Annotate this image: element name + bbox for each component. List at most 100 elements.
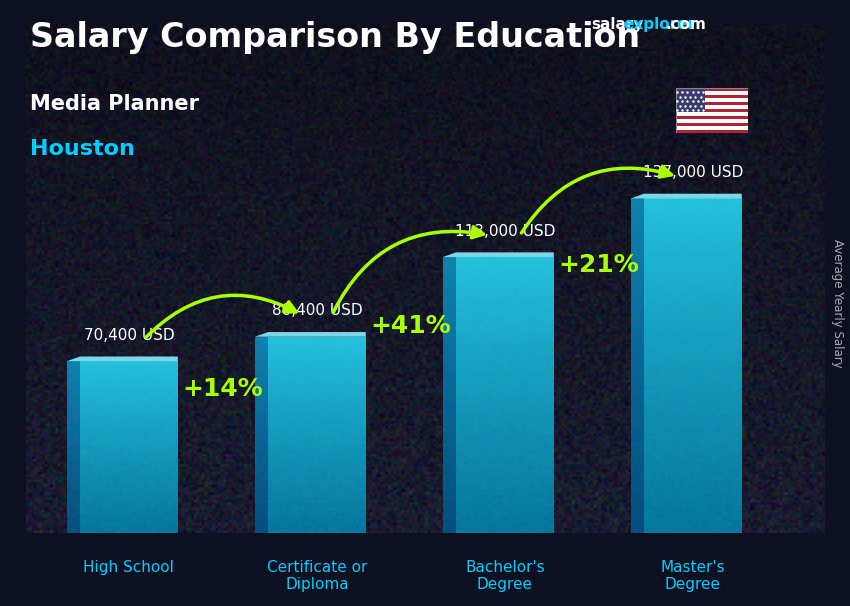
- Bar: [443, 505, 456, 511]
- Bar: [268, 427, 366, 431]
- Bar: [268, 447, 366, 451]
- Bar: [644, 393, 742, 399]
- Bar: [268, 396, 366, 399]
- Bar: [67, 420, 80, 423]
- Bar: [268, 494, 366, 498]
- Bar: [644, 466, 742, 473]
- Bar: [631, 507, 644, 513]
- Bar: [80, 478, 178, 482]
- Bar: [676, 92, 748, 95]
- Bar: [268, 454, 366, 459]
- Bar: [631, 359, 644, 366]
- Bar: [268, 514, 366, 518]
- Bar: [631, 446, 644, 453]
- Bar: [268, 407, 366, 411]
- Bar: [80, 420, 178, 423]
- Text: 113,000 USD: 113,000 USD: [455, 224, 555, 239]
- Bar: [67, 410, 80, 413]
- Bar: [456, 439, 554, 445]
- Bar: [268, 431, 366, 435]
- Bar: [644, 439, 742, 446]
- Bar: [255, 451, 268, 454]
- Bar: [67, 382, 80, 385]
- Bar: [456, 296, 554, 301]
- Bar: [255, 361, 268, 364]
- Bar: [80, 527, 178, 530]
- Bar: [443, 324, 456, 329]
- Bar: [456, 484, 554, 489]
- Bar: [67, 527, 80, 530]
- Bar: [443, 522, 456, 528]
- Text: salary: salary: [591, 17, 643, 32]
- Bar: [255, 376, 268, 380]
- Bar: [67, 468, 80, 471]
- Bar: [456, 428, 554, 434]
- Bar: [644, 198, 742, 205]
- Bar: [631, 353, 644, 359]
- Bar: [268, 439, 366, 443]
- Bar: [255, 514, 268, 518]
- Bar: [67, 402, 80, 406]
- Bar: [268, 470, 366, 474]
- Bar: [67, 478, 80, 482]
- Bar: [80, 468, 178, 471]
- Bar: [631, 433, 644, 439]
- Bar: [80, 499, 178, 502]
- Bar: [255, 498, 268, 502]
- Text: 137,000 USD: 137,000 USD: [643, 165, 743, 180]
- Bar: [255, 478, 268, 482]
- Bar: [644, 346, 742, 353]
- Bar: [268, 368, 366, 372]
- Bar: [80, 402, 178, 406]
- Bar: [268, 459, 366, 462]
- Bar: [644, 339, 742, 346]
- Bar: [67, 492, 80, 496]
- Bar: [268, 506, 366, 510]
- Bar: [631, 386, 644, 393]
- Bar: [67, 361, 80, 365]
- Bar: [644, 453, 742, 459]
- Bar: [67, 502, 80, 506]
- Bar: [676, 130, 748, 133]
- Text: explorer: explorer: [623, 17, 695, 32]
- Bar: [67, 437, 80, 441]
- Bar: [268, 353, 366, 356]
- Bar: [456, 434, 554, 439]
- Bar: [67, 378, 80, 382]
- Bar: [644, 379, 742, 386]
- Bar: [631, 419, 644, 426]
- Polygon shape: [631, 194, 742, 198]
- Bar: [631, 305, 644, 312]
- Bar: [268, 415, 366, 419]
- Bar: [676, 95, 748, 98]
- Bar: [631, 346, 644, 353]
- Bar: [255, 384, 268, 388]
- Text: 80,400 USD: 80,400 USD: [272, 304, 362, 318]
- Bar: [456, 351, 554, 356]
- Bar: [443, 528, 456, 533]
- Bar: [67, 392, 80, 396]
- Bar: [644, 513, 742, 520]
- Bar: [644, 319, 742, 325]
- Bar: [443, 335, 456, 340]
- Bar: [80, 492, 178, 496]
- Bar: [456, 511, 554, 517]
- Bar: [456, 478, 554, 484]
- Bar: [631, 245, 644, 252]
- Bar: [67, 388, 80, 392]
- Bar: [631, 239, 644, 245]
- Bar: [67, 433, 80, 437]
- Bar: [644, 406, 742, 413]
- Bar: [255, 486, 268, 490]
- Bar: [67, 399, 80, 402]
- Bar: [443, 445, 456, 450]
- Bar: [67, 385, 80, 388]
- Bar: [456, 312, 554, 318]
- Bar: [456, 301, 554, 307]
- Bar: [456, 390, 554, 395]
- Bar: [67, 506, 80, 509]
- Bar: [255, 447, 268, 451]
- Bar: [456, 517, 554, 522]
- Bar: [80, 430, 178, 433]
- Bar: [255, 530, 268, 533]
